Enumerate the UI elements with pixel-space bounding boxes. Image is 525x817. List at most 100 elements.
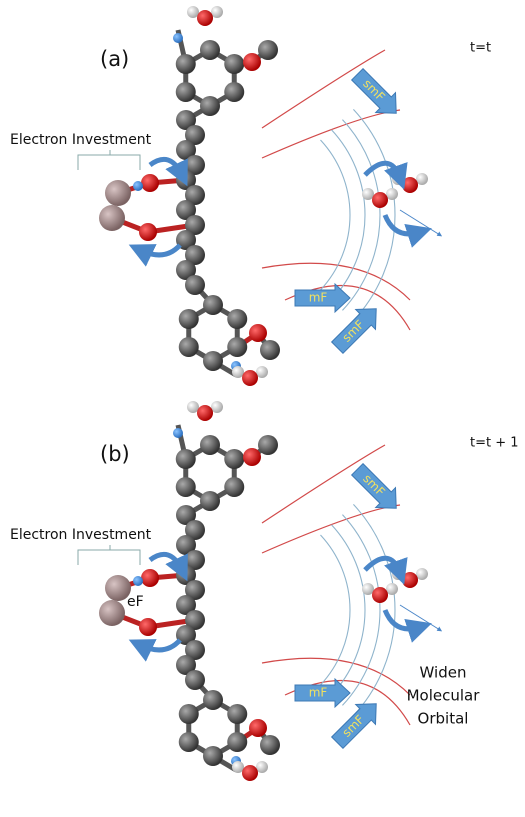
atom bbox=[99, 600, 125, 626]
atom bbox=[185, 155, 205, 175]
atom bbox=[105, 180, 131, 206]
field-arc bbox=[320, 139, 351, 291]
arrow-shape bbox=[350, 462, 397, 509]
atom bbox=[176, 535, 196, 555]
atom bbox=[187, 6, 199, 18]
atom bbox=[176, 260, 196, 280]
time-label: t=t + 1 bbox=[470, 436, 519, 451]
atom bbox=[175, 54, 196, 74]
atom bbox=[243, 448, 261, 466]
bracket bbox=[77, 150, 141, 170]
time-label: t=t bbox=[470, 41, 491, 56]
arrow-shape bbox=[330, 703, 377, 750]
curved-arrow bbox=[148, 156, 188, 187]
arrow-shape bbox=[294, 282, 351, 314]
curved-arrow bbox=[128, 638, 182, 662]
atom bbox=[175, 477, 196, 497]
atom bbox=[256, 366, 268, 378]
atom bbox=[139, 223, 157, 241]
curved-arrow bbox=[363, 555, 408, 585]
field-arc bbox=[353, 108, 396, 322]
field-arc bbox=[342, 514, 381, 706]
atom bbox=[249, 324, 267, 342]
atom bbox=[133, 576, 143, 586]
atom bbox=[178, 704, 199, 724]
atom bbox=[197, 10, 213, 26]
atom bbox=[175, 82, 196, 102]
atom bbox=[176, 230, 196, 250]
arrow bbox=[399, 209, 443, 237]
atom bbox=[243, 53, 261, 71]
investment-label: Electron Investment bbox=[10, 527, 152, 543]
atom bbox=[175, 449, 196, 469]
atom bbox=[185, 520, 205, 540]
atom bbox=[224, 54, 245, 74]
atom bbox=[176, 625, 196, 645]
atom bbox=[187, 401, 199, 413]
atom bbox=[200, 435, 220, 455]
atom bbox=[185, 580, 205, 600]
field-arc bbox=[331, 129, 366, 301]
arrow bbox=[399, 604, 443, 632]
atom bbox=[258, 435, 278, 455]
atom bbox=[260, 735, 280, 755]
atom bbox=[185, 550, 205, 570]
atom bbox=[227, 309, 248, 329]
curved-arrow bbox=[363, 160, 408, 190]
atom bbox=[176, 140, 196, 160]
atom bbox=[185, 215, 205, 235]
field-label: eF bbox=[127, 594, 144, 610]
arrow-shape bbox=[350, 67, 397, 114]
force-arrow: smF bbox=[330, 703, 377, 750]
atom bbox=[203, 746, 223, 766]
atom bbox=[105, 575, 131, 601]
atom bbox=[227, 704, 248, 724]
force-arrow: mF bbox=[294, 677, 351, 709]
atom bbox=[200, 491, 220, 511]
atom bbox=[211, 401, 223, 413]
atom bbox=[416, 173, 428, 185]
field-arc bbox=[320, 534, 351, 686]
atom bbox=[232, 366, 244, 378]
atom bbox=[99, 205, 125, 231]
curved-arrow bbox=[148, 551, 188, 582]
atom bbox=[249, 719, 267, 737]
atom bbox=[227, 337, 248, 357]
atom bbox=[141, 569, 159, 587]
atom bbox=[173, 428, 183, 438]
atom bbox=[402, 177, 418, 193]
atom bbox=[232, 761, 244, 773]
atom bbox=[173, 33, 183, 43]
atom bbox=[178, 337, 199, 357]
atom bbox=[185, 610, 205, 630]
atom bbox=[260, 340, 280, 360]
atom bbox=[242, 765, 258, 781]
atom bbox=[185, 640, 205, 660]
panel-label: (b) bbox=[100, 442, 130, 466]
field-arc bbox=[342, 119, 381, 311]
atom bbox=[200, 40, 220, 60]
atom bbox=[178, 309, 199, 329]
atom bbox=[416, 568, 428, 580]
field-arc bbox=[331, 524, 366, 696]
atom bbox=[372, 192, 388, 208]
atom bbox=[203, 295, 223, 315]
field-arc bbox=[353, 503, 396, 717]
bracket bbox=[77, 545, 141, 565]
field-arc bbox=[261, 49, 386, 129]
note: Orbital bbox=[418, 710, 469, 728]
note: Widen bbox=[420, 664, 467, 682]
arrow-shape bbox=[330, 308, 377, 355]
atom bbox=[224, 449, 245, 469]
atom bbox=[185, 275, 205, 295]
atom bbox=[176, 595, 196, 615]
atom bbox=[224, 82, 245, 102]
atom bbox=[242, 370, 258, 386]
atom bbox=[224, 477, 245, 497]
atom bbox=[258, 40, 278, 60]
field-arc bbox=[261, 657, 411, 696]
panel-label: (a) bbox=[100, 47, 129, 71]
investment-label: Electron Investment bbox=[10, 132, 152, 148]
atom bbox=[133, 181, 143, 191]
